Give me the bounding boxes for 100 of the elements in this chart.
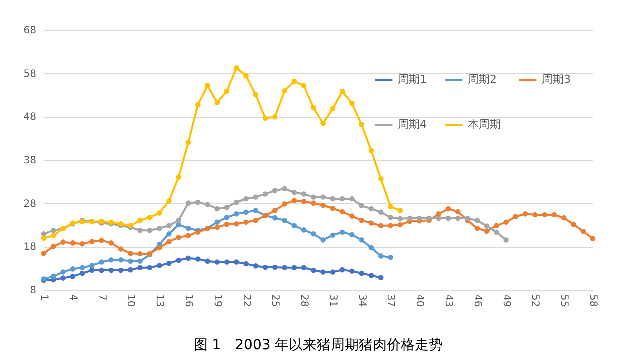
point bbox=[272, 264, 278, 270]
point bbox=[41, 236, 47, 242]
point bbox=[320, 270, 326, 275]
y-tick-label: 38 bbox=[24, 156, 36, 166]
point bbox=[118, 246, 124, 252]
point bbox=[522, 212, 528, 217]
point bbox=[320, 194, 326, 200]
point bbox=[128, 267, 134, 273]
point bbox=[234, 65, 240, 71]
point bbox=[205, 83, 210, 89]
point bbox=[311, 231, 316, 237]
point bbox=[166, 260, 172, 266]
point bbox=[272, 215, 278, 221]
point bbox=[60, 276, 66, 281]
point bbox=[340, 230, 346, 236]
point bbox=[340, 88, 346, 94]
point bbox=[388, 204, 394, 210]
point bbox=[301, 198, 307, 204]
y-tick-label: 18 bbox=[24, 242, 36, 254]
x-tick-label: 4 bbox=[67, 294, 78, 301]
point bbox=[282, 265, 288, 271]
legend-label: 周期1 bbox=[398, 73, 427, 86]
point bbox=[388, 214, 394, 220]
x-tick-label: 10 bbox=[125, 294, 136, 308]
point bbox=[272, 208, 278, 214]
point bbox=[60, 270, 66, 275]
legend-label: 周期4 bbox=[398, 118, 427, 131]
point bbox=[80, 270, 86, 276]
point bbox=[378, 254, 384, 259]
point bbox=[138, 265, 143, 271]
point bbox=[368, 245, 374, 251]
point bbox=[90, 239, 95, 245]
point bbox=[426, 216, 432, 222]
point bbox=[244, 210, 249, 216]
x-tick-label: 37 bbox=[385, 294, 396, 308]
x-tick-label: 43 bbox=[443, 294, 454, 308]
point bbox=[504, 238, 509, 243]
point bbox=[311, 105, 316, 111]
point bbox=[80, 241, 86, 247]
point bbox=[205, 258, 210, 264]
point bbox=[330, 270, 336, 275]
point bbox=[340, 196, 346, 202]
point bbox=[350, 232, 355, 238]
point bbox=[301, 83, 307, 89]
point bbox=[446, 206, 452, 212]
point bbox=[359, 270, 364, 276]
point bbox=[456, 209, 461, 215]
point bbox=[214, 224, 220, 230]
point bbox=[186, 140, 192, 146]
point bbox=[224, 88, 230, 94]
point bbox=[350, 268, 355, 274]
point bbox=[176, 218, 182, 224]
point bbox=[292, 265, 298, 271]
point bbox=[224, 222, 230, 228]
point bbox=[138, 251, 143, 257]
point bbox=[292, 78, 298, 84]
legend-label: 周期3 bbox=[542, 73, 571, 86]
point bbox=[368, 148, 374, 154]
point bbox=[282, 88, 288, 94]
point bbox=[561, 215, 567, 221]
point bbox=[166, 223, 172, 229]
x-tick-label: 22 bbox=[240, 294, 252, 308]
point bbox=[70, 274, 76, 280]
point bbox=[580, 228, 586, 234]
point bbox=[368, 206, 374, 212]
point bbox=[388, 223, 394, 229]
point bbox=[176, 234, 182, 240]
x-tick-label: 31 bbox=[327, 294, 338, 308]
point bbox=[262, 192, 268, 197]
y-tick-label: 8 bbox=[30, 286, 36, 296]
point bbox=[234, 200, 240, 206]
point bbox=[244, 261, 249, 267]
point bbox=[176, 258, 182, 264]
point bbox=[552, 212, 558, 218]
point bbox=[446, 216, 452, 222]
point bbox=[311, 200, 316, 206]
point bbox=[368, 273, 374, 278]
point bbox=[128, 258, 134, 264]
y-tick-label: 28 bbox=[24, 198, 36, 210]
point bbox=[118, 268, 124, 274]
point bbox=[214, 220, 220, 226]
point bbox=[90, 263, 95, 268]
point bbox=[186, 233, 192, 238]
point bbox=[359, 218, 364, 224]
point bbox=[398, 216, 404, 222]
point bbox=[340, 267, 346, 273]
point bbox=[330, 232, 336, 238]
point bbox=[571, 222, 576, 228]
point bbox=[378, 223, 384, 229]
point bbox=[282, 186, 288, 192]
point bbox=[234, 260, 240, 265]
point bbox=[359, 122, 364, 128]
point bbox=[320, 120, 326, 126]
point bbox=[186, 200, 192, 206]
point bbox=[147, 214, 153, 220]
point bbox=[99, 238, 104, 244]
y-tick-label: 58 bbox=[24, 68, 36, 80]
point bbox=[301, 192, 307, 197]
point bbox=[138, 228, 143, 234]
point bbox=[330, 196, 336, 202]
